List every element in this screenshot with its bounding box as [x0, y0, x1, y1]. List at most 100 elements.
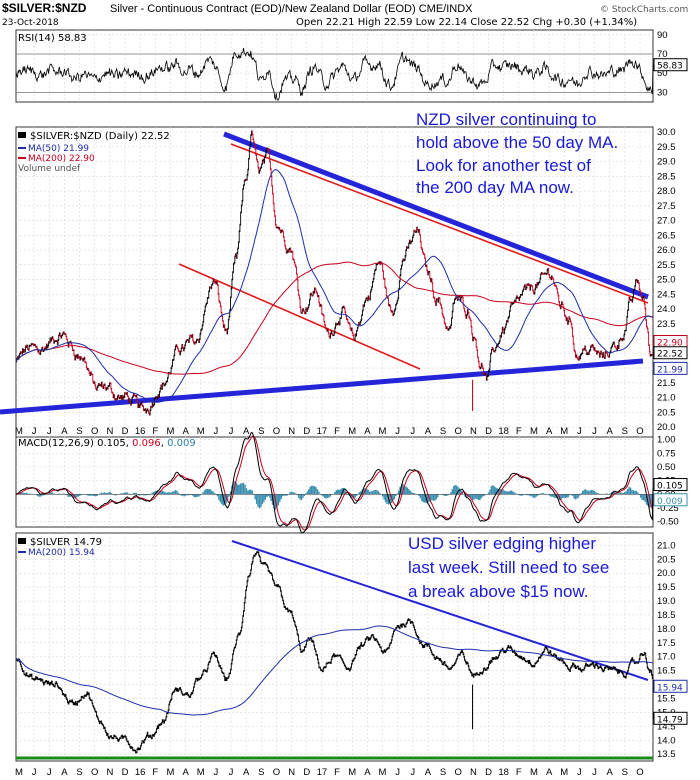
y-tick-label: 17.5 — [657, 638, 676, 649]
annotation-line: Look for another test of — [416, 156, 591, 175]
x-tick-label: J — [32, 767, 37, 778]
annotation-line: hold above the 50 day MA. — [416, 133, 618, 152]
x-tick-label: M — [348, 426, 356, 437]
y-tick-label: -0.25 — [657, 503, 679, 514]
value-tag — [653, 361, 688, 375]
x-tick-label: S — [622, 767, 628, 778]
legend-volume: Volume undef — [18, 164, 81, 174]
y-tick-label: 27.5 — [657, 201, 676, 212]
value-tag — [653, 478, 688, 492]
x-tick-label: N — [106, 767, 113, 778]
y-tick-label: 29.0 — [657, 157, 676, 168]
y-tick-label: 20.5 — [657, 407, 676, 418]
y-tick-label: 29.5 — [657, 142, 676, 153]
value-tag-label: 58.83 — [657, 62, 683, 72]
y-tick-label: 24.5 — [657, 289, 676, 300]
macd-line — [15, 431, 654, 534]
x-tick-label: F — [334, 767, 340, 778]
x-tick-label: F — [152, 767, 158, 778]
x-tick-label: M — [197, 426, 205, 437]
x-tick-label: O — [455, 426, 462, 437]
x-tick-label: J — [395, 426, 400, 437]
x-tick-label: D — [485, 426, 492, 437]
x-tick-label: J — [410, 426, 415, 437]
x-tick-label: O — [273, 767, 280, 778]
value-tag — [653, 58, 688, 72]
y-tick-label: 27.0 — [657, 216, 676, 227]
y-tick-label: 25.5 — [657, 260, 676, 271]
main-plot — [0, 130, 654, 416]
value-tag — [653, 711, 688, 725]
legend-swatch — [18, 132, 26, 138]
support-trendline — [0, 358, 644, 415]
x-tick-label: 16 — [135, 426, 146, 437]
x-tick-label: J — [32, 426, 37, 437]
channel-top-line — [230, 143, 649, 304]
value-tag-label: 0.105 — [657, 482, 683, 492]
usd-plot — [15, 540, 654, 760]
y-tick-label: 21.5 — [657, 378, 676, 389]
x-tick-label: M — [167, 767, 175, 778]
y-tick-label: 20.5 — [657, 554, 676, 565]
x-tick-label: J — [395, 767, 400, 778]
x-tick-label: N — [470, 767, 477, 778]
main-legend: $SILVER:$NZD (Daily) 22.52 MA(50) 21.99 … — [18, 131, 170, 174]
y-tick-label: 30.0 — [657, 127, 676, 138]
chart-date: 23-Oct-2018 — [2, 18, 59, 28]
symbol-title: $SILVER:$NZD — [2, 1, 87, 15]
x-tick-label: D — [303, 426, 310, 437]
x-tick-label: A — [182, 767, 189, 778]
legend-ma200: MA(200) 22.90 — [28, 154, 95, 164]
ma50-line — [15, 169, 654, 403]
y-tick-label: 18.5 — [657, 610, 676, 621]
y-tick-label: 30 — [657, 87, 668, 98]
x-tick-label: A — [425, 767, 432, 778]
x-tick-label: F — [152, 426, 158, 437]
macd-label-sep: , — [161, 438, 167, 449]
x-tick-label: A — [243, 767, 250, 778]
x-tick-label: F — [334, 426, 340, 437]
usd-ma200-line — [15, 625, 654, 716]
x-tick-label: A — [364, 767, 371, 778]
resistance-trendline — [223, 131, 649, 300]
nzd-annotation: NZD silver continuing to hold above the … — [416, 110, 618, 197]
x-tick-label: A — [546, 767, 553, 778]
x-tick-label: M — [379, 767, 387, 778]
y-tick-label: 16.5 — [657, 666, 676, 677]
x-tick-label: O — [273, 426, 280, 437]
annotation-line: NZD silver continuing to — [416, 110, 596, 129]
x-tick-label: D — [485, 767, 492, 778]
x-tick-label: S — [258, 426, 264, 437]
x-tick-label: O — [636, 426, 643, 437]
x-tick-label: 16 — [135, 767, 146, 778]
macd-panel — [15, 436, 654, 528]
ohlc-readout: Open 22.21 High 22.59 Low 22.14 Close 22… — [296, 17, 637, 28]
x-tick-label: A — [243, 426, 250, 437]
y-tick-label: 17.0 — [657, 652, 676, 663]
value-tag-label: 22.90 — [657, 339, 683, 349]
y-tick-label: 18.0 — [657, 624, 676, 635]
value-tag — [653, 493, 688, 507]
x-tick-label: A — [546, 426, 553, 437]
x-tick-label: N — [106, 426, 113, 437]
x-tick-label: J — [592, 767, 597, 778]
y-tick-label: 0.50 — [657, 462, 676, 473]
annotation-line: USD silver edging higher — [408, 534, 596, 553]
macd-plot — [15, 431, 654, 534]
y-tick-label: 26.0 — [657, 245, 676, 256]
annotation-line: a break above $15 now. — [408, 582, 589, 601]
x-tick-label: A — [61, 767, 68, 778]
rsi-line — [15, 47, 654, 101]
y-tick-label: 14.5 — [657, 721, 676, 732]
usd-panel — [15, 532, 654, 762]
x-tick-label: S — [76, 767, 82, 778]
y-tick-label: 28.0 — [657, 186, 676, 197]
x-tick-label: J — [592, 426, 597, 437]
x-tick-label: O — [455, 767, 462, 778]
y-tick-label: 20.0 — [657, 422, 676, 433]
x-tick-label: S — [622, 426, 628, 437]
x-tick-label: M — [560, 767, 568, 778]
legend-usd-ma200: MA(200) 15.94 — [28, 548, 95, 558]
macd-label-hist: 0.009 — [167, 438, 196, 449]
y-tick-label: 1.00 — [657, 435, 676, 446]
